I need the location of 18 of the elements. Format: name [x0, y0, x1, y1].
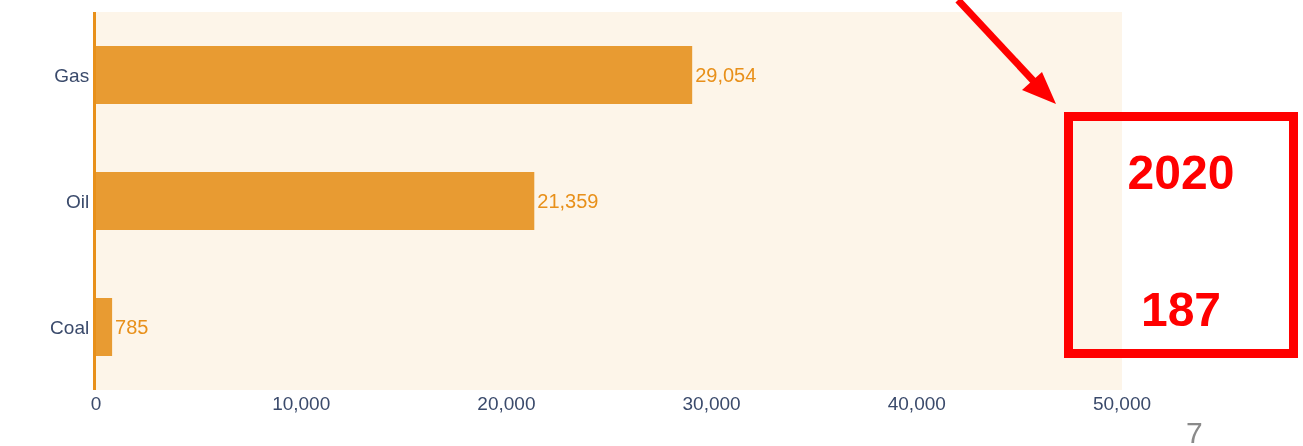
text: 2020	[1126, 145, 1236, 200]
y-tick-label: Coal	[50, 316, 90, 338]
y-tick-label: Gas	[54, 64, 90, 86]
bar	[96, 172, 535, 230]
bar	[96, 298, 113, 356]
text: 7	[1186, 416, 1203, 446]
y-tick-label: Oil	[65, 190, 90, 212]
x-tick-label: 0	[90, 393, 102, 414]
x-tick-label: 20,000	[477, 393, 536, 414]
x-tick-label: 10,000	[272, 393, 331, 414]
text: 187	[1139, 282, 1223, 337]
bar	[96, 46, 693, 104]
x-tick-label: 40,000	[887, 393, 946, 414]
data-label: 21,359	[537, 190, 599, 212]
data-label: 29,054	[695, 64, 757, 86]
x-tick-label: 50,000	[1092, 393, 1152, 414]
x-tick-label: 30,000	[682, 393, 741, 414]
data-label: 785	[115, 316, 149, 338]
